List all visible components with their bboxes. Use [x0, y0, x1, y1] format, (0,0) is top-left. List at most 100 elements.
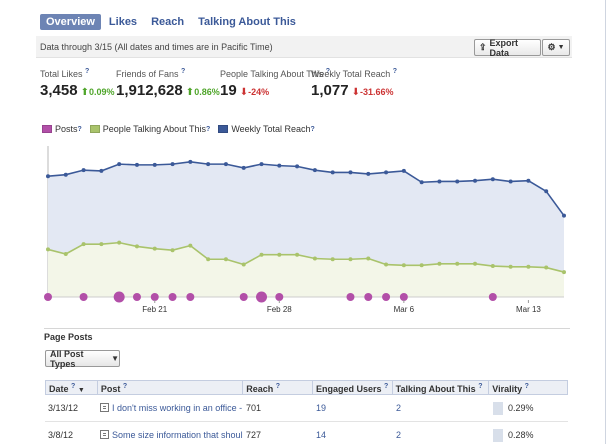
tab-likes[interactable]: Likes — [108, 16, 138, 28]
data-point — [384, 170, 389, 175]
data-point — [277, 163, 282, 168]
tab-talking-about-this[interactable]: Talking About This — [198, 16, 296, 28]
post-reach: 727 — [246, 430, 262, 440]
legend-label: Weekly Total Reach — [231, 124, 311, 134]
column-post[interactable]: Post ? — [98, 381, 244, 394]
help-icon[interactable]: ? — [524, 383, 529, 390]
series-area-1 — [48, 242, 564, 297]
post-marker — [364, 293, 373, 301]
post-engaged-users[interactable]: 14 — [316, 430, 327, 440]
stat-delta: 0.09% — [89, 87, 115, 97]
data-point — [384, 262, 389, 267]
help-icon[interactable]: ? — [181, 68, 186, 75]
settings-menu-button[interactable]: ⚙ ▼ — [542, 39, 570, 56]
data-point — [241, 262, 246, 267]
post-reach: 701 — [246, 403, 262, 413]
upload-icon: ⇪ — [479, 42, 487, 52]
help-icon[interactable]: ? — [392, 68, 398, 75]
column-engaged-users[interactable]: Engaged Users ? — [313, 381, 393, 394]
arrow-down-icon: ⬇ — [351, 87, 360, 98]
sort-desc-icon[interactable]: ▼ — [77, 387, 85, 394]
data-point — [455, 179, 460, 184]
help-icon[interactable]: ? — [310, 125, 315, 133]
help-icon[interactable]: ? — [384, 383, 389, 390]
post-type-filter[interactable]: All Post Types ▼ — [45, 349, 120, 369]
virality-bar — [493, 401, 503, 415]
post-marker — [44, 293, 52, 301]
data-point — [81, 168, 86, 173]
data-point — [562, 213, 566, 218]
legend-talking[interactable]: People Talking About This? — [89, 124, 211, 134]
data-point — [81, 242, 86, 247]
data-point — [277, 252, 282, 257]
data-point — [366, 171, 371, 176]
arrow-up-icon: ⬆ — [185, 87, 195, 98]
post-date: 3/13/12 — [48, 403, 79, 413]
data-point — [170, 162, 175, 167]
post-marker — [186, 293, 195, 301]
column-virality[interactable]: Virality ? — [492, 383, 529, 394]
post-virality: 0.29% — [490, 401, 568, 415]
data-point — [99, 242, 104, 247]
help-icon[interactable]: ? — [122, 383, 128, 390]
chevron-down-icon: ▼ — [557, 44, 565, 51]
tab-overview[interactable]: Overview — [40, 14, 101, 30]
stat-label: Total Likes — [40, 69, 83, 79]
help-icon[interactable]: ? — [325, 68, 331, 75]
data-point — [401, 168, 406, 173]
data-point — [223, 257, 228, 262]
table-header: Date ? ▼ Post ? Reach ? Engaged Users ? … — [45, 380, 568, 395]
data-point — [366, 256, 371, 261]
help-icon[interactable]: ? — [71, 383, 76, 390]
export-data-label: Export Data — [489, 37, 519, 58]
post-link[interactable]: Some size information that should b... — [97, 430, 243, 440]
section-divider — [44, 328, 570, 329]
data-point — [473, 178, 478, 183]
stat-weekly-reach: Weekly Total Reach ? 1,077 ⬇-31.66% — [311, 68, 397, 99]
help-icon[interactable]: ? — [478, 383, 483, 390]
table-row: 3/8/12 Some size information that should… — [45, 422, 568, 444]
legend-reach[interactable]: Weekly Total Reach? — [218, 124, 315, 134]
help-icon[interactable]: ? — [85, 68, 90, 75]
post-virality: 0.28% — [490, 428, 568, 442]
column-talking-about-this[interactable]: Talking About This ? — [393, 381, 490, 394]
data-point — [152, 246, 157, 251]
data-point — [508, 264, 513, 269]
data-point — [206, 162, 211, 167]
insights-chart: Feb 21 Feb 28 Mar 6 Mar 13 — [44, 146, 566, 314]
post-talking-about[interactable]: 2 — [396, 430, 402, 440]
data-point — [295, 164, 300, 169]
data-point — [544, 265, 549, 270]
status-post-icon — [100, 403, 109, 412]
data-point — [419, 180, 424, 185]
post-marker — [346, 293, 355, 301]
data-point — [508, 179, 513, 184]
post-link[interactable]: I don't miss working in an office - h... — [97, 403, 243, 413]
help-icon[interactable]: ? — [206, 125, 211, 133]
data-point — [562, 270, 566, 275]
stat-delta: -31.66% — [360, 87, 394, 97]
column-date[interactable]: Date ? ▼ — [46, 381, 98, 394]
help-icon[interactable]: ? — [275, 383, 281, 390]
page-posts-title: Page Posts — [44, 332, 93, 342]
data-point — [330, 170, 335, 175]
legend-swatch — [89, 125, 100, 133]
column-reach[interactable]: Reach ? — [243, 381, 313, 394]
data-point — [259, 162, 264, 167]
data-point — [46, 247, 50, 252]
status-post-icon — [100, 430, 109, 439]
data-point — [490, 177, 495, 182]
post-engaged-users[interactable]: 19 — [316, 403, 327, 413]
data-point — [312, 256, 317, 261]
stat-value: 1,912,628 — [116, 82, 183, 99]
post-marker — [150, 293, 159, 301]
data-point — [455, 261, 460, 266]
tab-reach[interactable]: Reach — [151, 16, 185, 28]
data-point — [401, 263, 406, 268]
legend-posts[interactable]: Posts? — [42, 124, 82, 134]
post-talking-about[interactable]: 2 — [396, 403, 402, 413]
data-point — [206, 257, 211, 262]
export-data-button[interactable]: ⇪ Export Data — [474, 37, 541, 58]
help-icon[interactable]: ? — [77, 125, 82, 133]
page-posts-table: Date ? ▼ Post ? Reach ? Engaged Users ? … — [45, 380, 568, 444]
